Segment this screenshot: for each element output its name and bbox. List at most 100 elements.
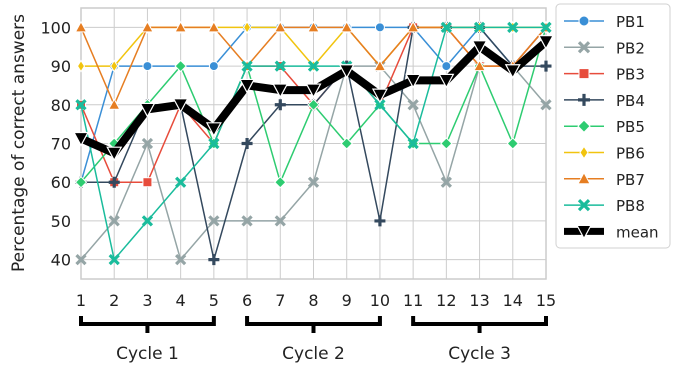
legend-item-pb7: PB7: [564, 171, 645, 189]
cycle-bracket: Cycle 1: [79, 316, 216, 364]
data-point: [438, 73, 455, 89]
data-point: [371, 88, 388, 104]
data-point: [340, 137, 353, 150]
y-tick-label: 100: [40, 18, 71, 37]
x-axis: 1 2 3 4 5 6 7 8 9 10 11 12 13 14 15: [76, 291, 556, 310]
data-point: [139, 102, 156, 118]
legend-item-pb5: PB5: [564, 118, 645, 136]
data-point: [440, 176, 452, 188]
data-point: [208, 254, 220, 266]
x-tick-label: 4: [176, 291, 186, 310]
data-point: [141, 20, 154, 33]
data-point: [174, 59, 187, 73]
data-point: [107, 98, 121, 110]
x-tick-label: 6: [242, 291, 252, 310]
legend-marker: [577, 171, 591, 185]
data-point: [405, 73, 422, 89]
legend-box: [555, 3, 671, 249]
x-tick-label: 7: [275, 291, 285, 310]
y-axis-title: Percentage of correct answers: [9, 14, 29, 272]
cycle-brackets: Cycle 1 Cycle 2 Cycle 3: [79, 316, 548, 364]
data-point: [175, 176, 187, 188]
data-point: [108, 254, 120, 266]
data-point: [242, 20, 252, 34]
legend-item-pb6: PB6: [564, 145, 645, 163]
legend-item-mean: mean: [564, 223, 659, 241]
x-tick-label: 12: [436, 291, 456, 310]
data-point: [307, 98, 320, 111]
series-mean: [72, 35, 555, 162]
data-point: [471, 40, 488, 55]
legend-item-pb1: PB1: [564, 13, 645, 31]
legend-marker: [579, 145, 589, 160]
data-point: [241, 138, 253, 149]
data-point: [207, 20, 221, 33]
x-tick-label: 13: [469, 291, 489, 310]
data-point: [440, 137, 453, 150]
legend: PB1 PB2 PB3 PB4 PB5 PB6 PB7 PB8 mean: [555, 3, 671, 249]
data-point: [106, 146, 123, 162]
legend-marker: [575, 224, 593, 240]
legend-label: PB1: [616, 13, 645, 31]
bracket-shape: [245, 316, 382, 333]
data-point: [141, 215, 154, 227]
data-point: [110, 59, 119, 73]
y-tick-label: 90: [51, 57, 71, 76]
data-point: [504, 64, 521, 79]
data-point: [540, 60, 552, 72]
data-point: [172, 98, 189, 114]
legend-marker: [577, 198, 591, 212]
legend-label: PB8: [616, 197, 645, 215]
data-point: [274, 176, 287, 189]
x-tick-label: 5: [209, 291, 219, 310]
data-point: [407, 137, 419, 150]
x-tick-label: 9: [342, 291, 352, 310]
data-point: [75, 99, 87, 111]
legend-label: PB3: [616, 66, 645, 84]
data-point: [274, 215, 286, 227]
data-point: [340, 20, 354, 33]
data-point: [473, 59, 486, 72]
cycle-bracket: Cycle 3: [411, 316, 548, 364]
data-point: [506, 137, 519, 150]
y-axis: 40 50 60 70 80 90 100: [40, 18, 71, 269]
cycle-label: Cycle 3: [448, 344, 511, 364]
data-point: [141, 137, 154, 150]
data-point: [473, 21, 486, 33]
x-tick-label: 15: [536, 291, 556, 310]
data-point: [273, 20, 287, 33]
data-point: [74, 20, 88, 33]
x-tick-label: 14: [503, 291, 523, 310]
x-tick-label: 1: [76, 291, 86, 310]
data-point: [338, 64, 355, 79]
data-point: [274, 99, 286, 111]
y-tick-label: 70: [51, 135, 71, 154]
data-point: [108, 215, 120, 227]
data-point: [540, 99, 552, 111]
data-point: [241, 215, 253, 227]
cycle-label: Cycle 1: [116, 344, 179, 364]
legend-marker: [578, 68, 590, 80]
data-point: [406, 20, 420, 33]
data-point: [307, 20, 320, 33]
data-point: [307, 176, 320, 188]
cycle-label: Cycle 2: [282, 344, 345, 364]
legend-item-pb2: PB2: [564, 39, 645, 57]
data-point: [374, 215, 386, 227]
legend-label: PB5: [616, 118, 645, 136]
x-tick-label: 3: [142, 291, 152, 310]
legend-marker: [578, 93, 590, 106]
data-point: [440, 21, 452, 33]
data-point: [208, 61, 219, 72]
data-point: [373, 59, 387, 72]
x-tick-label: 11: [403, 291, 423, 310]
legend-marker: [577, 119, 591, 133]
legend-item-pb4: PB4: [564, 92, 645, 110]
x-tick-label: 2: [109, 291, 119, 310]
legend-label: PB7: [616, 171, 645, 189]
bracket-shape: [411, 316, 548, 333]
data-point: [239, 78, 256, 94]
legend-marker: [577, 41, 591, 54]
data-point: [72, 131, 90, 147]
